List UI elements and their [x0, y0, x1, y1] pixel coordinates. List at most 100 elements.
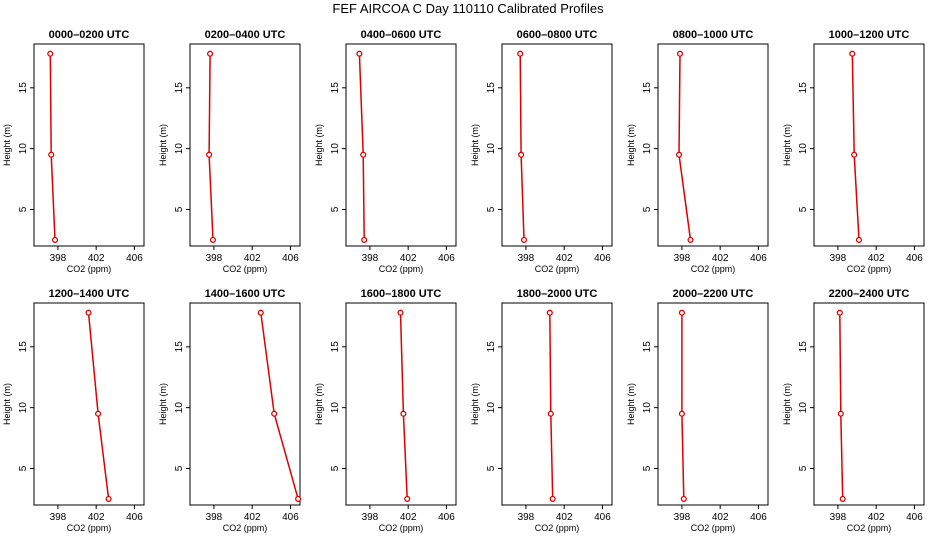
x-tick-label: 406: [126, 512, 143, 523]
x-tick-label: 406: [750, 253, 767, 264]
y-axis-label: Height (m): [158, 124, 168, 166]
panel-title: 0600–0800 UTC: [517, 29, 598, 41]
x-tick-label: 406: [594, 512, 611, 523]
data-point: [518, 151, 525, 158]
x-tick-label: 398: [206, 253, 223, 264]
data-point: [676, 50, 684, 57]
y-tick-label: 15: [642, 341, 653, 353]
data-point: [851, 151, 858, 158]
data-point: [855, 236, 863, 243]
y-tick-label: 5: [18, 465, 29, 471]
y-tick-label: 15: [642, 82, 653, 94]
x-tick-label: 398: [830, 253, 847, 264]
data-point: [48, 151, 55, 158]
x-axis-label: CO2 (ppm): [535, 264, 580, 274]
plot-frame: [189, 302, 301, 506]
y-tick-label: 15: [174, 341, 185, 353]
x-axis-label: CO2 (ppm): [379, 264, 424, 274]
x-tick-label: 402: [868, 512, 885, 523]
data-point: [549, 495, 556, 502]
panel-title: 0000–0200 UTC: [49, 29, 130, 41]
data-point: [678, 410, 685, 417]
profile-line: [851, 53, 860, 240]
y-tick-label: 5: [642, 206, 653, 212]
x-tick-label: 402: [868, 253, 885, 264]
data-point: [546, 309, 553, 316]
x-tick-label: 406: [906, 512, 923, 523]
y-tick-label: 10: [330, 143, 341, 155]
panel-title: 2200–2400 UTC: [829, 288, 910, 300]
data-point: [849, 50, 856, 57]
panel-title: 1000–1200 UTC: [829, 29, 910, 41]
y-axis-label: Height (m): [158, 383, 168, 425]
x-axis-label: CO2 (ppm): [535, 523, 580, 533]
profile-line: [678, 53, 692, 241]
data-point: [361, 236, 368, 243]
y-tick-label: 10: [174, 402, 185, 414]
plot-frame: [813, 43, 925, 247]
profile-line: [358, 53, 365, 240]
x-tick-label: 402: [712, 512, 729, 523]
plot-frame: [189, 43, 301, 247]
x-axis-label: CO2 (ppm): [379, 523, 424, 533]
panel-title: 1400–1600 UTC: [205, 288, 286, 300]
panel-title: 0800–1000 UTC: [673, 29, 754, 41]
y-tick-label: 5: [486, 206, 497, 212]
data-point: [397, 309, 404, 316]
plot-frame: [345, 43, 457, 247]
x-axis-label: CO2 (ppm): [223, 523, 268, 533]
x-tick-label: 398: [206, 512, 223, 523]
x-tick-label: 398: [50, 512, 67, 523]
data-point: [85, 309, 92, 316]
y-tick-label: 10: [330, 402, 341, 414]
x-tick-label: 402: [244, 253, 261, 264]
plot-frame: [33, 302, 145, 506]
x-tick-label: 398: [674, 253, 691, 264]
data-point: [209, 236, 217, 243]
y-tick-label: 5: [174, 206, 185, 212]
data-point: [836, 309, 843, 316]
data-point: [95, 410, 102, 417]
data-point: [547, 410, 554, 417]
figure-title: FEF AIRCOA C Day 110110 Calibrated Profi…: [332, 1, 604, 16]
panel-title: 0400–0600 UTC: [361, 29, 442, 41]
y-axis-label: Height (m): [626, 383, 636, 425]
y-tick-label: 15: [330, 82, 341, 94]
profile-line: [549, 312, 554, 499]
x-tick-label: 406: [750, 512, 767, 523]
y-tick-label: 5: [486, 465, 497, 471]
y-tick-label: 10: [18, 143, 29, 155]
y-tick-label: 5: [798, 465, 809, 471]
plot-frame: [813, 302, 925, 506]
data-point: [680, 495, 687, 502]
y-tick-label: 15: [174, 82, 185, 94]
x-tick-label: 406: [126, 253, 143, 264]
data-point: [404, 495, 411, 502]
y-axis-label: Height (m): [782, 124, 792, 166]
data-point: [678, 309, 685, 316]
x-tick-label: 398: [830, 512, 847, 523]
data-point: [51, 236, 59, 243]
x-tick-label: 402: [712, 253, 729, 264]
y-axis-label: Height (m): [314, 383, 324, 425]
x-tick-label: 402: [556, 512, 573, 523]
panel-title: 0200–0400 UTC: [205, 29, 286, 41]
panel-title: 1200–1400 UTC: [49, 288, 130, 300]
y-tick-label: 10: [486, 143, 497, 155]
panel-title: 2000–2200 UTC: [673, 288, 754, 300]
y-axis-label: Height (m): [2, 124, 12, 166]
x-tick-label: 398: [518, 253, 535, 264]
data-point: [207, 50, 214, 57]
x-tick-label: 398: [362, 253, 379, 264]
data-point: [295, 495, 302, 502]
x-tick-label: 402: [88, 253, 105, 264]
y-tick-label: 10: [642, 402, 653, 414]
data-point: [360, 151, 367, 158]
x-tick-label: 398: [362, 512, 379, 523]
x-axis-label: CO2 (ppm): [223, 264, 268, 274]
x-tick-label: 406: [438, 253, 455, 264]
y-tick-label: 10: [798, 402, 809, 414]
y-tick-label: 5: [18, 206, 29, 212]
profile-line: [839, 312, 844, 499]
